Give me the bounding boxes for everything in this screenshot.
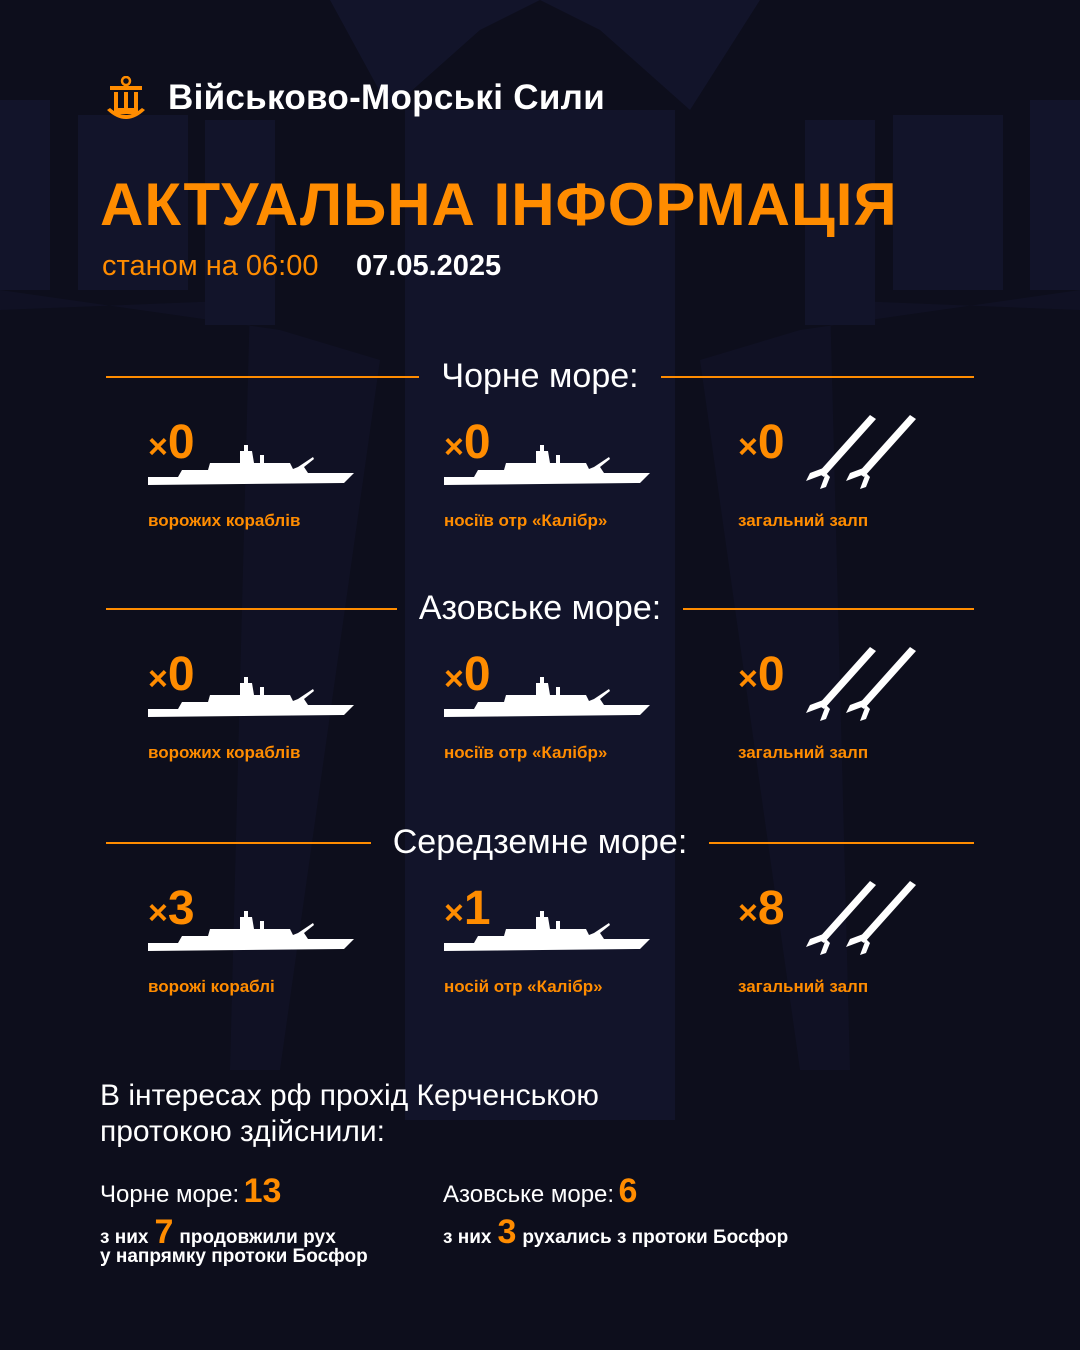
stat-label: загальний залп	[738, 743, 869, 762]
kerch-azov-sea-total: 6	[618, 1172, 638, 1210]
multiplier: ×	[444, 660, 464, 698]
stat-label: носіїв отр «Калібр»	[444, 743, 608, 762]
kerch-azov-sea-text1: рухались з протоки Босфор	[522, 1227, 789, 1248]
missile-icon	[806, 415, 916, 489]
section-header: Азовське море:	[106, 589, 975, 628]
warship-icon	[444, 911, 650, 951]
multiplier: ×	[148, 894, 168, 932]
kerch-intro: В інтересах рф прохід Керченською проток…	[100, 1079, 599, 1148]
stat-label: ворожих кораблів	[148, 743, 301, 762]
divider	[106, 375, 420, 378]
kerch-black-sea-count: 7	[154, 1213, 174, 1251]
count-value: 3	[167, 882, 195, 935]
kerch-black-sea-text2: у напрямку протоки Босфор	[100, 1246, 368, 1267]
stat-count: ×1	[444, 881, 491, 936]
multiplier: ×	[444, 894, 464, 932]
warship-icon	[148, 677, 354, 717]
of-them-label: з них	[100, 1227, 149, 1248]
divider	[709, 841, 975, 844]
stat-carriers: ×1 носій отр «Калібр»	[444, 881, 704, 1001]
stat-ships: ×0 ворожих кораблів	[148, 647, 408, 767]
stat-count: ×0	[738, 647, 785, 702]
stat-ships: ×3 ворожі кораблі	[148, 881, 408, 1001]
kerch-black-sea-label: Чорне море:	[100, 1181, 240, 1208]
sea-name: Чорне море:	[441, 357, 639, 395]
kerch-black-sea-text1: продовжили рух	[179, 1227, 336, 1248]
stat-label: загальний залп	[738, 511, 869, 530]
multiplier: ×	[738, 894, 758, 932]
divider	[660, 375, 975, 378]
kerch-azov-sea-label: Азовське море:	[443, 1181, 615, 1208]
divider	[106, 607, 397, 610]
kerch-azov-sea: Азовське море: 6 з них 3 рухались з проток…	[443, 1172, 788, 1252]
stat-salvo: ×0 загальний залп	[738, 415, 998, 535]
sea-name: Середземне море:	[392, 823, 688, 861]
warship-icon	[148, 445, 354, 485]
multiplier: ×	[148, 428, 168, 466]
warship-icon	[444, 445, 650, 485]
count-value: 0	[757, 416, 785, 469]
stat-carriers: ×0 носіїв отр «Калібр»	[444, 415, 704, 535]
stat-count: ×0	[148, 415, 195, 470]
divider	[106, 841, 371, 844]
section-header: Середземне море:	[106, 823, 975, 862]
kerch-black-sea: Чорне море: 13 з них 7 продовжили рух у на…	[100, 1172, 368, 1268]
warship-icon	[444, 677, 650, 717]
count-value: 0	[167, 416, 195, 469]
stat-salvo: ×0 загальний залп	[738, 647, 998, 767]
count-value: 1	[463, 882, 491, 935]
count-value: 0	[463, 416, 491, 469]
stat-count: ×0	[444, 647, 491, 702]
multiplier: ×	[738, 428, 758, 466]
brand-name: Військово-Морські Сили	[168, 78, 606, 117]
count-value: 8	[757, 882, 785, 935]
stat-ships: ×0 ворожих кораблів	[148, 415, 408, 535]
count-value: 0	[167, 648, 195, 701]
multiplier: ×	[444, 428, 464, 466]
stat-label: ворожих кораблів	[148, 511, 301, 530]
stat-count: ×0	[148, 647, 195, 702]
stat-label: носій отр «Калібр»	[444, 977, 603, 996]
sea-name: Азовське море:	[418, 589, 662, 627]
stat-label: носіїв отр «Калібр»	[444, 511, 608, 530]
trident-anchor-icon	[107, 76, 145, 119]
multiplier: ×	[738, 660, 758, 698]
page-title: АКТУАЛЬНА ІНФОРМАЦІЯ	[100, 171, 898, 238]
missile-icon	[806, 647, 916, 721]
stat-count: ×0	[444, 415, 491, 470]
multiplier: ×	[148, 660, 168, 698]
as-of-label: станом на 06:00	[102, 250, 319, 282]
report-date: 07.05.2025	[356, 250, 502, 282]
count-value: 0	[757, 648, 785, 701]
stat-count: ×0	[738, 415, 785, 470]
count-value: 0	[463, 648, 491, 701]
divider	[683, 607, 975, 610]
stat-salvo: ×8 загальний залп	[738, 881, 998, 1001]
kerch-black-sea-total: 13	[243, 1172, 282, 1210]
warship-icon	[148, 911, 354, 951]
kerch-azov-sea-count: 3	[497, 1213, 517, 1251]
of-them-label: з них	[443, 1227, 492, 1248]
stat-carriers: ×0 носіїв отр «Калібр»	[444, 647, 704, 767]
missile-icon	[806, 881, 916, 955]
section-header: Чорне море:	[106, 357, 975, 396]
stat-label: ворожі кораблі	[148, 977, 275, 996]
stat-count: ×8	[738, 881, 785, 936]
stat-label: загальний залп	[738, 977, 869, 996]
stat-count: ×3	[148, 881, 195, 936]
